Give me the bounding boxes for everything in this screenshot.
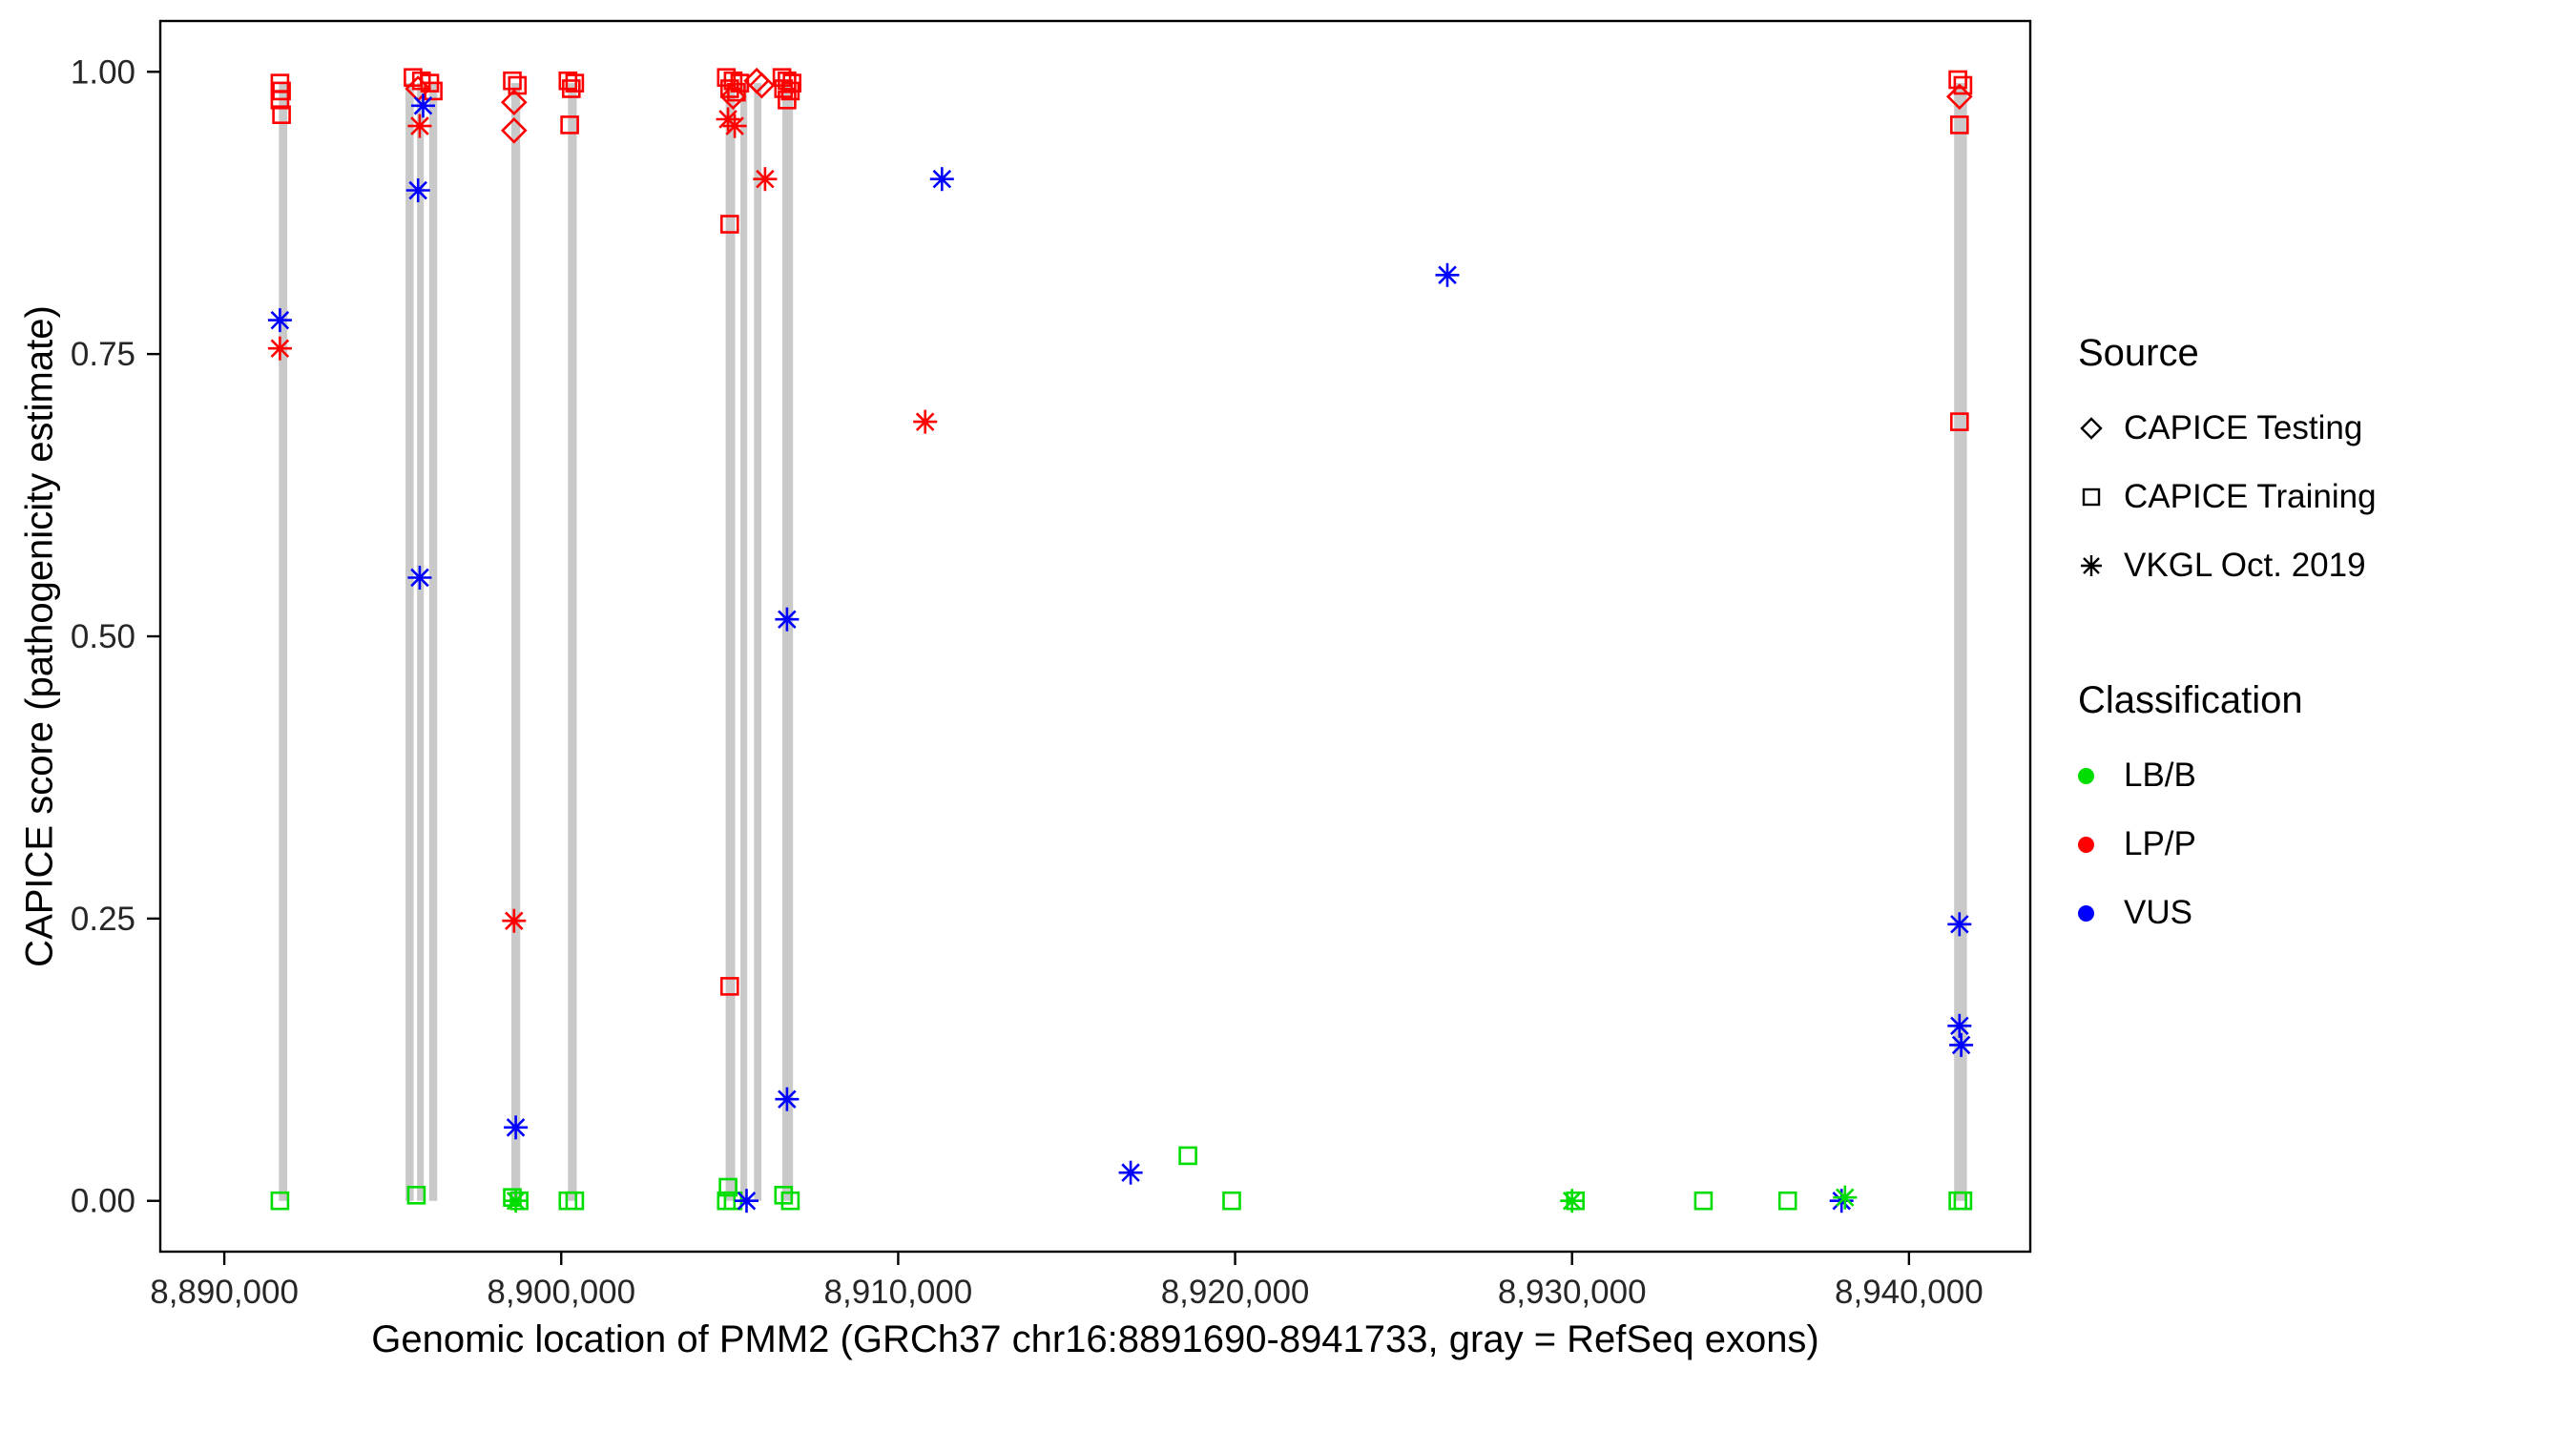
- svg-text:0.50: 0.50: [71, 618, 135, 655]
- legend-item-vkgl: VKGL Oct. 2019: [2078, 531, 2377, 600]
- svg-text:0.00: 0.00: [71, 1183, 135, 1220]
- svg-text:8,920,000: 8,920,000: [1161, 1274, 1310, 1311]
- legend-label: VKGL Oct. 2019: [2124, 547, 2366, 584]
- legend-source-title: Source: [2078, 332, 2199, 374]
- diamond-outline-icon: [2078, 415, 2124, 442]
- svg-text:0.25: 0.25: [71, 901, 135, 938]
- svg-text:8,940,000: 8,940,000: [1835, 1274, 1984, 1311]
- legend-label: LP/P: [2124, 825, 2196, 862]
- x-axis-title: Genomic location of PMM2 (GRCh37 chr16:8…: [371, 1318, 1819, 1360]
- legend-item-lpp: LP/P: [2078, 810, 2303, 879]
- legend-item-capice-testing: CAPICE Testing: [2078, 394, 2377, 463]
- legend-item-vus: VUS: [2078, 879, 2303, 947]
- svg-text:8,900,000: 8,900,000: [487, 1274, 635, 1311]
- svg-text:1.00: 1.00: [71, 53, 135, 91]
- legend-source: Source CAPICE Testing CAPICE Training: [2078, 332, 2377, 600]
- svg-text:8,910,000: 8,910,000: [824, 1274, 973, 1311]
- legend-item-capice-training: CAPICE Training: [2078, 463, 2377, 531]
- square-outline-icon: [2078, 484, 2124, 510]
- legend-label: CAPICE Training: [2124, 478, 2377, 515]
- y-axis-title: CAPICE score (pathogenicity estimate): [18, 305, 61, 967]
- legend-label: CAPICE Testing: [2124, 409, 2363, 446]
- legend-item-lbb: LB/B: [2078, 741, 2303, 810]
- legend-label: LB/B: [2124, 757, 2196, 794]
- svg-text:8,890,000: 8,890,000: [150, 1274, 299, 1311]
- blue-circle-icon: [2078, 904, 2124, 922]
- svg-text:0.75: 0.75: [71, 336, 135, 373]
- green-circle-icon: [2078, 767, 2124, 784]
- legend-classification-title: Classification: [2078, 679, 2303, 721]
- asterisk-icon: [2078, 552, 2124, 579]
- legend-label: VUS: [2124, 894, 2192, 931]
- red-circle-icon: [2078, 836, 2124, 853]
- legend-classification: Classification LB/B LP/P VUS: [2078, 679, 2303, 947]
- svg-text:8,930,000: 8,930,000: [1498, 1274, 1647, 1311]
